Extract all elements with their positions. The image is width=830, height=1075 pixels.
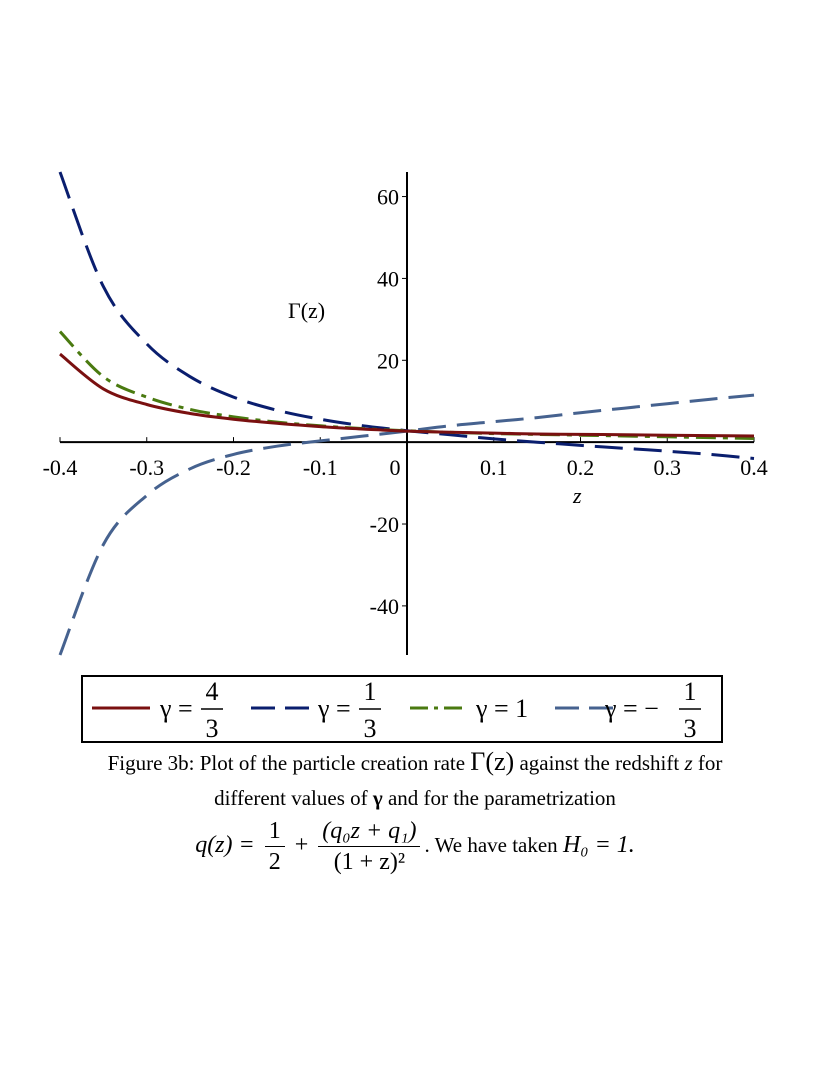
legend-frac-num-2: 1 — [364, 677, 377, 706]
x-tick-label: 0 — [390, 455, 401, 480]
legend-frac-den-1: 3 — [206, 714, 219, 743]
formula-tail: . We have taken — [424, 833, 563, 858]
x-tick-label: 0.3 — [654, 455, 682, 480]
legend-label-4: γ = − — [604, 694, 659, 723]
formula-lhs: q(z) = — [195, 832, 255, 859]
x-tick-label: 0.2 — [567, 455, 595, 480]
x-tick-label: -0.2 — [216, 455, 251, 480]
legend-frac-num-1: 4 — [206, 677, 219, 706]
caption-text: Figure 3b: Plot of the particle creation… — [107, 751, 471, 775]
y-tick-label: 20 — [377, 348, 399, 373]
formula-h0: H₀ = 1. — [562, 832, 635, 859]
tick-labels: -0.4 -0.3 -0.2 -0.1 0 0.1 0.2 0.3 0.4 60 40 20 -20 -4… — [43, 185, 768, 619]
caption-z: z — [684, 751, 693, 775]
half-den: 2 — [268, 849, 281, 875]
y-axis-title: Γ(z) — [288, 298, 325, 323]
x-tick-label: -0.4 — [43, 455, 78, 480]
legend-label-2: γ = — [317, 694, 351, 723]
figure-caption: Figure 3b: Plot of the particle creation… — [40, 744, 790, 877]
formula-plus: + — [294, 832, 309, 859]
fraction-num: (q₀z + q₁) — [318, 816, 421, 847]
y-tick-label: -40 — [370, 594, 399, 619]
y-tick-label: 40 — [377, 266, 399, 291]
caption-text: against the redshift — [514, 751, 685, 775]
caption-text: and for the parametrization — [382, 786, 616, 810]
legend-frame — [81, 675, 723, 743]
caption-line-1: Figure 3b: Plot of the particle creation… — [40, 744, 790, 781]
x-tick-label: -0.1 — [303, 455, 338, 480]
y-tick-label: -20 — [370, 512, 399, 537]
x-tick-label: 0.1 — [480, 455, 508, 480]
caption-text: for — [692, 751, 723, 775]
x-tick-label: -0.3 — [129, 455, 164, 480]
x-tick-label: 0.4 — [740, 455, 768, 480]
series-line-1 — [59, 352, 755, 438]
chart: -0.4 -0.3 -0.2 -0.1 0 0.1 0.2 0.3 0.4 60 40 20 -20 -4… — [43, 171, 768, 743]
axes — [59, 172, 755, 655]
legend-frac-num-4: 1 — [684, 677, 697, 706]
caption-text: different values of — [214, 786, 373, 810]
legend-frac-den-2: 3 — [364, 714, 377, 743]
half-num: 1 — [264, 816, 285, 847]
legend-label-1: γ = — [159, 694, 193, 723]
x-axis-title: z — [572, 483, 582, 508]
caption-gamma: γ — [372, 786, 383, 810]
caption-gamma-z: Γ(z) — [470, 747, 515, 776]
series-line-2 — [58, 171, 755, 460]
y-tick-label: 60 — [377, 185, 399, 210]
formula-fraction: (q₀z + q₁) (1 + z)² — [318, 816, 421, 877]
fraction-den: (1 + z)² — [333, 849, 406, 875]
legend: γ = 4 3 γ = 1 3 γ = 1 γ = − 1 3 — [81, 675, 723, 743]
caption-line-2: different values of γ and for the parame… — [40, 781, 790, 816]
legend-frac-den-4: 3 — [684, 714, 697, 743]
curves — [58, 171, 755, 656]
legend-label-3: γ = 1 — [475, 694, 528, 723]
